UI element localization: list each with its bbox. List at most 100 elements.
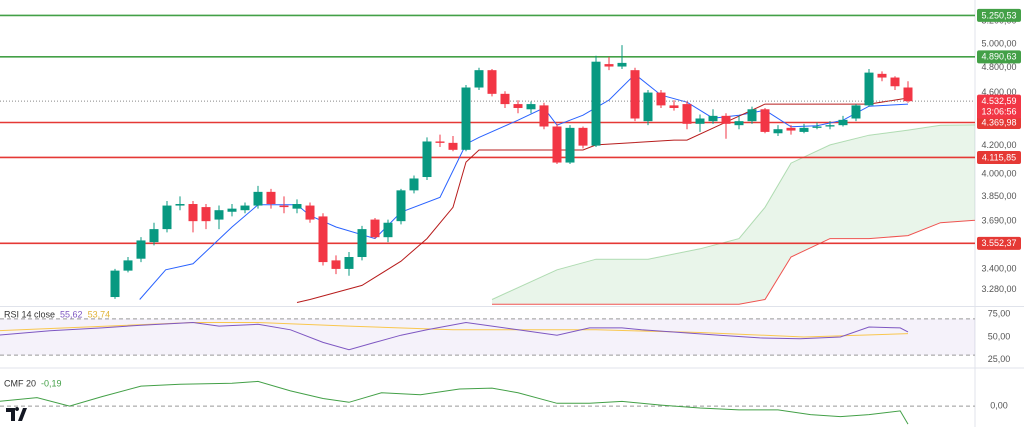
candle-body <box>682 104 692 124</box>
cmf-line <box>0 380 909 425</box>
cloud-lower-line <box>492 219 975 305</box>
candle-body <box>760 109 770 132</box>
axes: 5.200,005.000,004.800,004.600,004.200,00… <box>977 8 1021 410</box>
rsi-tick-label: 75,00 <box>988 309 1011 319</box>
y-tick-label: 4.600,00 <box>981 87 1016 97</box>
candle-body <box>175 204 185 206</box>
candle-body <box>565 127 575 163</box>
candle-body <box>370 219 380 238</box>
candle-body <box>773 129 783 134</box>
rsi-title: RSI 14 close <box>4 309 55 319</box>
candle-body <box>825 125 835 127</box>
level-label: 4.890,63 <box>981 52 1016 62</box>
cloud <box>492 124 975 305</box>
cmf-pane <box>0 380 975 425</box>
candle-body <box>448 142 458 150</box>
last-price-label: 4.532,59 <box>981 96 1016 106</box>
rsi-ma-value: 53,74 <box>88 309 111 319</box>
countdown: 13:06:56 <box>981 107 1016 117</box>
candle-body <box>500 93 510 105</box>
level-label: 5.250,53 <box>981 10 1016 20</box>
candle-body <box>214 210 224 220</box>
candle-body <box>422 141 432 178</box>
rsi-ma-line <box>0 322 909 338</box>
candle-body <box>617 62 627 67</box>
cmf-value: -0,19 <box>41 378 62 388</box>
candle-body <box>552 126 562 163</box>
candle-body <box>487 70 497 94</box>
candle-body <box>344 257 354 269</box>
candle-body <box>474 70 484 88</box>
cmf-title: CMF 20 <box>4 378 36 388</box>
candle-body <box>123 260 133 271</box>
candle-body <box>890 77 900 87</box>
candle-body <box>838 119 848 126</box>
candle-body <box>240 205 250 211</box>
candle-body <box>461 87 471 150</box>
cmf-tick-label: 0,00 <box>990 400 1008 410</box>
cloud-upper-line <box>491 124 975 300</box>
candle-body <box>266 191 276 205</box>
candle-body <box>630 70 640 119</box>
candle-body <box>786 127 796 131</box>
y-tick-label: 3.280,00 <box>981 284 1016 294</box>
level-label-box <box>977 8 1021 22</box>
candle-body <box>799 127 809 132</box>
last-price-box <box>977 94 1021 119</box>
candle-body <box>409 178 419 191</box>
candle-body <box>253 191 263 206</box>
candle-body <box>201 207 211 222</box>
price-pane <box>0 14 975 305</box>
level-label: 4.369,98 <box>981 117 1016 127</box>
candle-body <box>357 229 367 258</box>
rsi-pane <box>0 318 975 356</box>
candle-body <box>539 105 549 127</box>
level-label: 3.552,37 <box>981 238 1016 248</box>
rsi-tick-label: 25,00 <box>988 354 1011 364</box>
candle-body <box>669 105 679 108</box>
y-tick-label: 5.000,00 <box>981 38 1016 48</box>
candle-body <box>721 115 731 124</box>
level-label-box <box>977 115 1021 129</box>
level-label: 4.115,85 <box>982 152 1016 162</box>
candle-body <box>305 205 315 220</box>
candle-body <box>136 240 146 259</box>
candle-body <box>591 61 601 146</box>
candle-body <box>864 72 874 106</box>
y-tick-label: 3.690,00 <box>981 216 1016 226</box>
candle-body <box>396 190 406 222</box>
candle-body <box>162 205 172 230</box>
candle-body <box>279 205 289 208</box>
candle-body <box>318 216 328 263</box>
y-tick-label: 4.200,00 <box>981 140 1016 150</box>
level-label-box <box>977 150 1021 164</box>
level-label-box <box>977 50 1021 64</box>
y-tick-label: 4.000,00 <box>981 168 1016 178</box>
candle-body <box>292 204 302 209</box>
candle-body <box>110 270 120 298</box>
candle-body <box>643 92 653 122</box>
y-tick-label: 3.850,00 <box>981 191 1016 201</box>
candle-body <box>383 222 393 238</box>
candle-body <box>708 115 718 122</box>
candle-body <box>877 73 887 78</box>
candle-body <box>734 121 744 126</box>
candle-body <box>149 229 159 243</box>
rsi-value: 55,62 <box>60 309 83 319</box>
rsi-tick-label: 50,00 <box>988 331 1011 341</box>
candle-body <box>435 141 445 143</box>
candle-body <box>526 104 536 110</box>
candle-body <box>656 92 666 106</box>
candle-body <box>227 208 237 212</box>
y-tick-label: 3.400,00 <box>981 263 1016 273</box>
rsi-line <box>0 321 909 351</box>
candle-body <box>188 204 198 222</box>
candle-body <box>604 64 614 67</box>
candle-body <box>513 104 523 108</box>
y-tick-label: 4.800,00 <box>981 62 1016 72</box>
candle-body <box>331 260 341 269</box>
candle-body <box>851 105 861 119</box>
candle-body <box>903 87 913 102</box>
level-label-box <box>977 236 1021 250</box>
